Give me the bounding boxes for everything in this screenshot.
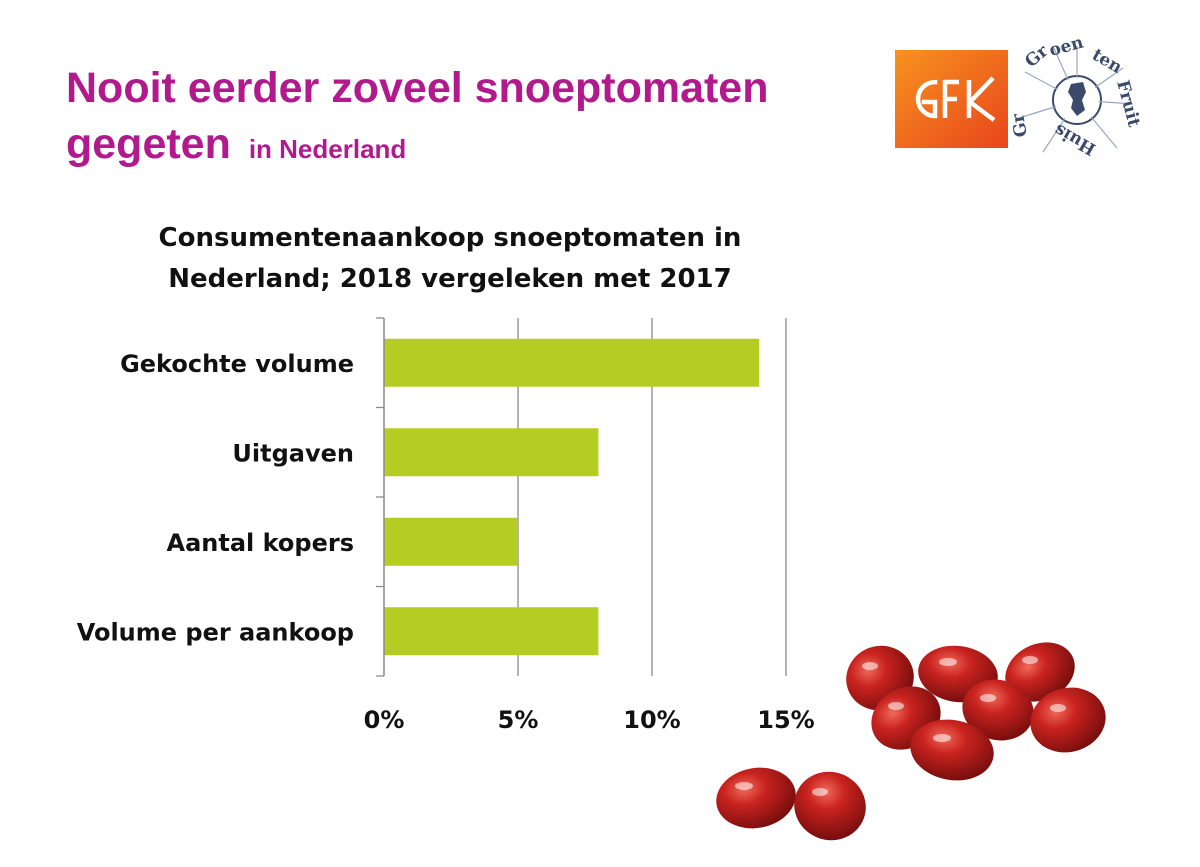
groenten-fruit-huis-logo: Gr oen ten Fruit Huis Gr — [1013, 38, 1141, 159]
svg-text:Gr: Gr — [1013, 111, 1032, 139]
category-label: Aantal kopers — [167, 529, 355, 557]
x-tick-label: 10% — [623, 706, 680, 734]
svg-text:ten: ten — [1089, 45, 1126, 78]
title-line-1: Nooit eerder zoveel snoeptomaten — [66, 64, 769, 112]
svg-text:Huis: Huis — [1051, 119, 1099, 159]
title-suffix: in Nederland — [248, 134, 407, 164]
category-label: Gekochte volume — [120, 350, 354, 378]
chart-title-line-1: Consumentenaankoop snoeptomaten in — [158, 223, 742, 253]
x-tick-label: 15% — [757, 706, 814, 734]
bar — [384, 607, 599, 656]
x-tick-label: 0% — [364, 706, 405, 734]
bar — [384, 338, 760, 387]
tomatoes-photo — [716, 642, 1106, 841]
category-label: Volume per aankoop — [77, 618, 354, 646]
bar — [384, 428, 599, 477]
tomato-group — [716, 642, 1106, 841]
gfk-logo — [895, 50, 1008, 148]
page-title: Nooit eerder zoveel snoeptomaten gegeten… — [66, 60, 769, 177]
x-tick-label: 5% — [498, 706, 539, 734]
bar-chart: Gekochte volume Uitgaven Aantal kopers Volu… — [77, 317, 815, 734]
bar — [384, 517, 518, 566]
svg-text:oen: oen — [1047, 38, 1086, 61]
category-label: Uitgaven — [232, 439, 354, 467]
title-line-2: gegeten — [66, 120, 231, 168]
chart-title: Consumentenaankoop snoeptomaten in Neder… — [100, 218, 800, 300]
svg-text:Fruit: Fruit — [1112, 78, 1141, 129]
chart-title-line-2: Nederland; 2018 vergeleken met 2017 — [168, 264, 732, 294]
